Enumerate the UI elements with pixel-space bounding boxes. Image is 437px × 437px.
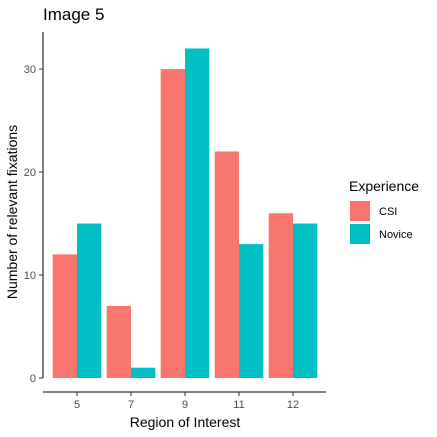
bar-novice-5 [77, 223, 102, 378]
x-axis-ticks: 5 7 9 11 12 [74, 392, 299, 411]
legend-label-novice: Novice [379, 229, 413, 241]
y-tick-label: 0 [30, 373, 36, 385]
x-tick-label: 11 [233, 399, 244, 411]
x-tick-label: 9 [182, 399, 188, 411]
y-tick-label: 30 [24, 64, 36, 76]
legend-label-csi: CSI [379, 206, 397, 218]
x-tick-label: 5 [74, 399, 80, 411]
bar-novice-7 [131, 367, 156, 378]
x-tick-label: 12 [287, 399, 299, 411]
y-axis-ticks: 0 10 20 30 [24, 64, 43, 385]
bar-csi-9 [160, 69, 185, 378]
bar-csi-11 [214, 151, 239, 378]
bar-csi-5 [52, 254, 77, 378]
legend: CSI Novice [350, 201, 413, 244]
plot-area [52, 48, 318, 378]
legend-key-novice [350, 224, 370, 244]
bar-novice-9 [185, 48, 210, 378]
chart-title: Image 5 [43, 5, 104, 24]
x-axis-title: Region of Interest [130, 414, 241, 430]
bar-novice-12 [293, 223, 318, 378]
y-tick-label: 20 [24, 167, 36, 179]
y-axis-title: Number of relevant fixations [4, 125, 20, 299]
legend-title: Experience [349, 178, 419, 194]
x-tick-label: 7 [128, 399, 134, 411]
y-tick-label: 10 [24, 270, 36, 282]
legend-key-csi [350, 201, 370, 221]
bar-csi-12 [268, 213, 293, 378]
bar-novice-11 [239, 244, 264, 378]
bar-csi-7 [106, 305, 131, 378]
